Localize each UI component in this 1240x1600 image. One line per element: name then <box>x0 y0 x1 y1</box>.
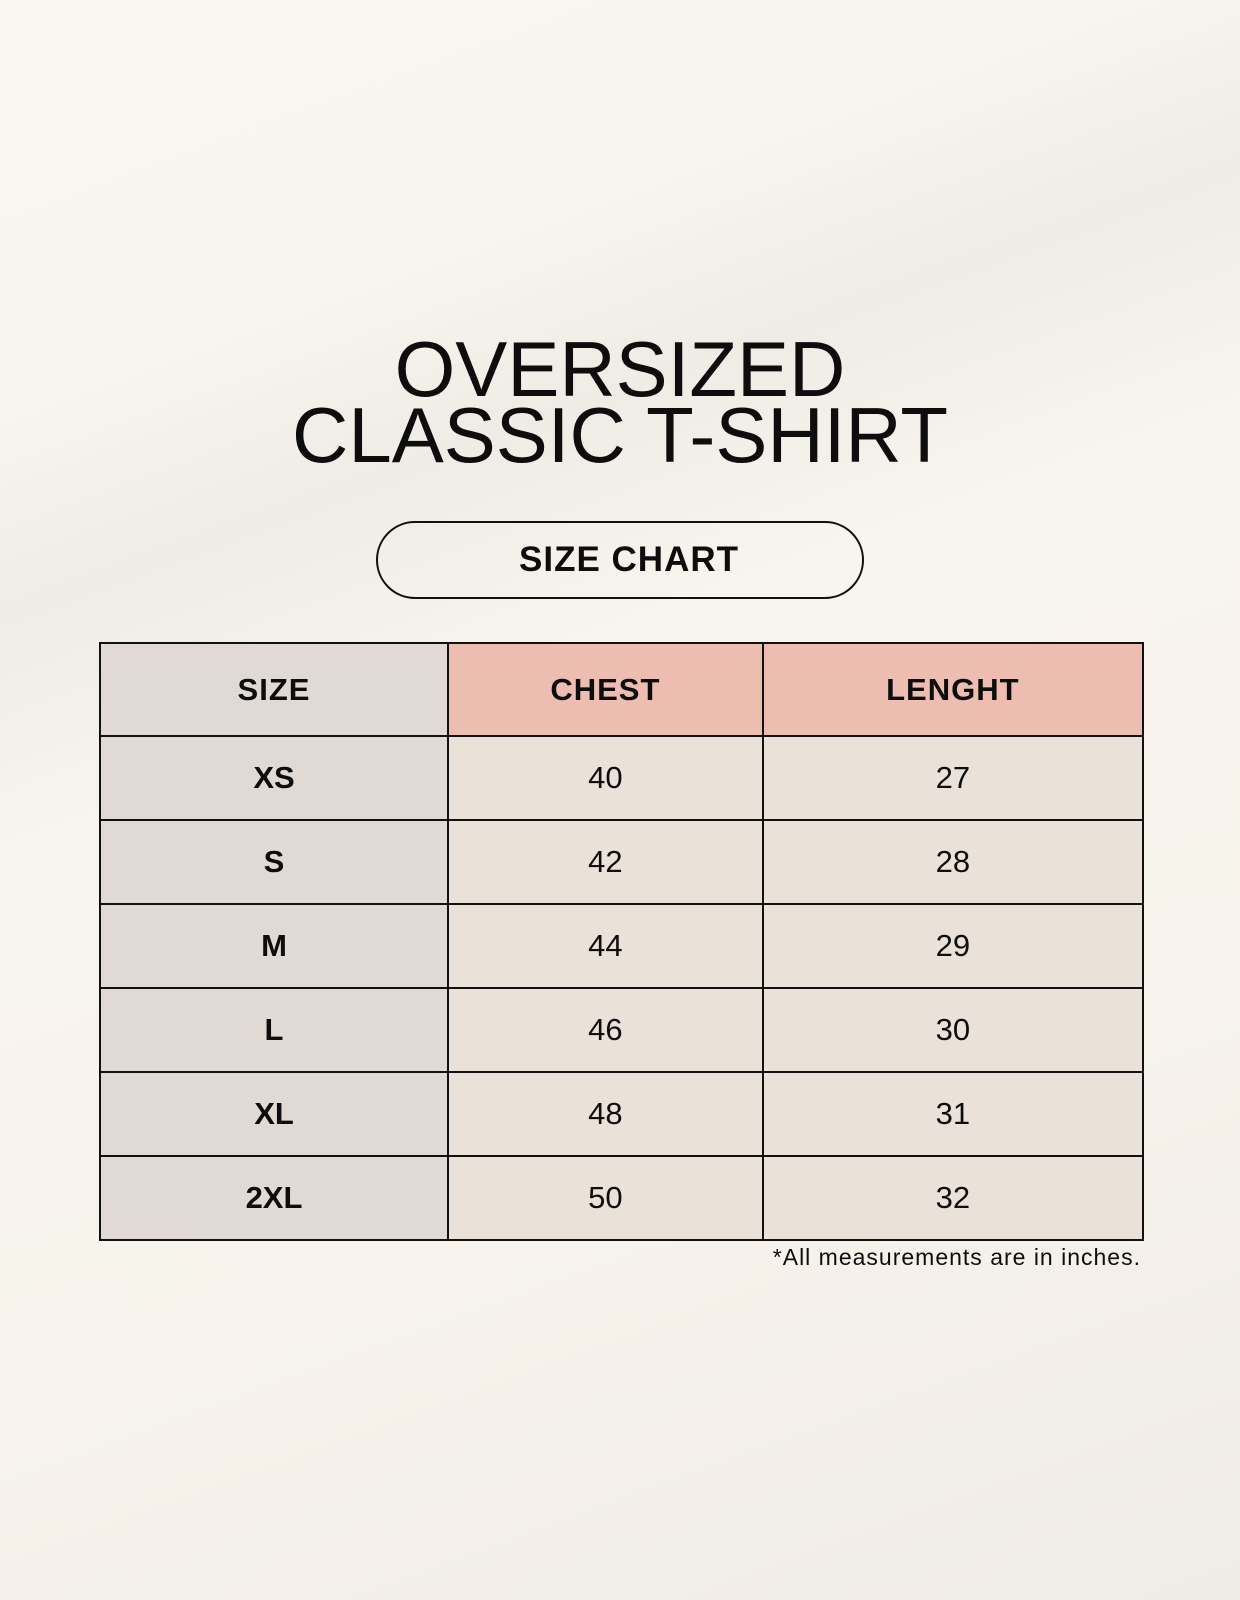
cell-chest: 46 <box>447 987 764 1073</box>
cell-chest: 44 <box>447 903 764 989</box>
cell-chest: 40 <box>447 735 764 821</box>
measurement-note: *All measurements are in inches. <box>772 1244 1141 1270</box>
table-row: L 46 30 <box>99 987 1145 1073</box>
cell-chest: 50 <box>447 1155 764 1241</box>
header-chest: CHEST <box>447 642 764 737</box>
header-length: LENGHT <box>761 642 1145 737</box>
header-size: SIZE <box>99 642 449 737</box>
cell-length: 30 <box>761 987 1145 1073</box>
cell-length: 27 <box>761 735 1145 821</box>
title-line-2: CLASSIC T-SHIRT <box>292 391 948 479</box>
size-table: SIZE CHEST LENGHT XS 40 27 S 42 28 M 44 29 L 46 30 X… <box>99 642 1145 1241</box>
cell-length: 31 <box>761 1071 1145 1157</box>
cell-length: 28 <box>761 819 1145 905</box>
cell-size: 2XL <box>99 1155 449 1241</box>
table-row: XS 40 27 <box>99 735 1145 821</box>
table-row: XL 48 31 <box>99 1071 1145 1157</box>
table-row: M 44 29 <box>99 903 1145 989</box>
page-title: OVERSIZED CLASSIC T-SHIRT <box>0 325 1240 479</box>
table-header-row: SIZE CHEST LENGHT <box>99 642 1145 737</box>
table-row: 2XL 50 32 <box>99 1155 1145 1241</box>
cell-size: S <box>99 819 449 905</box>
cell-size: M <box>99 903 449 989</box>
cell-size: XL <box>99 1071 449 1157</box>
cell-size: XS <box>99 735 449 821</box>
title-line-1: OVERSIZED <box>394 325 846 413</box>
cell-size: L <box>99 987 449 1073</box>
size-chart-label: SIZE CHART <box>376 521 864 599</box>
cell-length: 32 <box>761 1155 1145 1241</box>
cell-chest: 42 <box>447 819 764 905</box>
cell-length: 29 <box>761 903 1145 989</box>
table-row: S 42 28 <box>99 819 1145 905</box>
cell-chest: 48 <box>447 1071 764 1157</box>
